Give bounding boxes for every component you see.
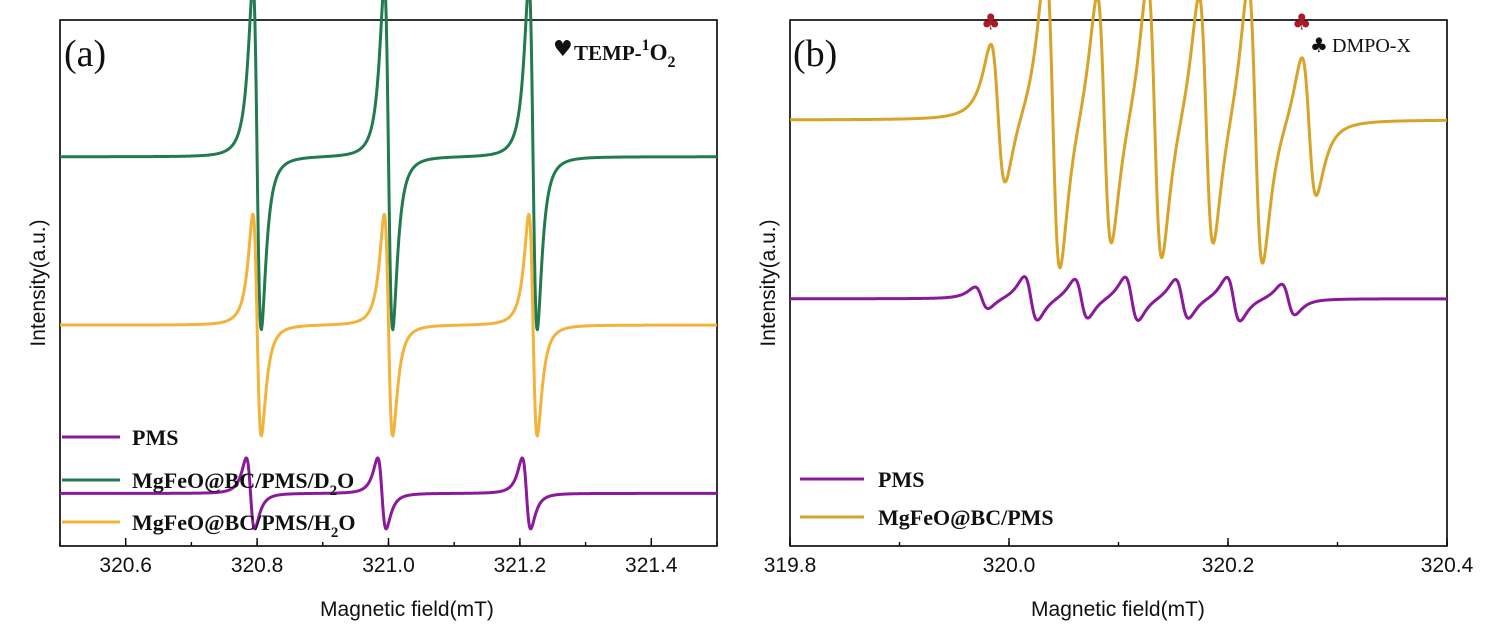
panel-b-curves [789, 0, 1448, 323]
panel-a-legend: PMS MgFeO@BC/PMS/D2O MgFeO@BC/PMS/H2O [62, 425, 356, 541]
series-line-1 [789, 0, 1448, 270]
panel-b-ylabel: Intensity(a.u.) [757, 219, 780, 346]
club-marker: ♣ [981, 10, 1001, 35]
club-icon: ♣ [1310, 33, 1328, 57]
xtick-label: 321.2 [494, 554, 547, 577]
xtick-label: 320.4 [1421, 554, 1474, 577]
panel-b-annotation: ♣ DMPO-X [1310, 33, 1411, 57]
series-line-0 [789, 275, 1448, 323]
panel-a-ylabel: Intensity(a.u.) [27, 219, 50, 346]
legend-label-mgfeo-bc-pms: MgFeO@BC/PMS [878, 505, 1054, 530]
panel-a-curves [59, 0, 718, 531]
series-line-1 [59, 0, 718, 332]
xtick-label: 320.8 [231, 554, 284, 577]
panel-a-annotation: ♥ TEMP-1O2 [553, 37, 676, 71]
panel-b-annotation-text: DMPO-X [1332, 35, 1411, 57]
panel-a-label: (a) [64, 33, 106, 75]
panel-b: (b) Magnetic field(mT) Intensity(a.u.) 3… [757, 0, 1474, 621]
panel-b-legend: PMS MgFeO@BC/PMS [800, 467, 1054, 530]
club-marker: ♣ [1292, 10, 1312, 35]
panel-b-xlabel: Magnetic field(mT) [1031, 598, 1205, 621]
legend-label-h2o: MgFeO@BC/PMS/H2O [132, 510, 356, 541]
xtick-label: 321.0 [362, 554, 415, 577]
panel-b-xticks: 319.8 320.0 320.2 320.4 [764, 538, 1474, 577]
panel-b-label: (b) [793, 33, 837, 75]
xtick-label: 320.2 [1202, 554, 1255, 577]
panel-a-annotation-text: TEMP-1O2 [574, 37, 676, 71]
legend-label-pms: PMS [878, 467, 924, 492]
series-line-0 [59, 456, 718, 531]
panel-b-peak-markers: ♣♣♣♣♣♣♣ [981, 10, 1312, 35]
panel-a-xticks: 320.6 320.8 321.0 321.2 321.4 [59, 538, 718, 577]
legend-label-pms: PMS [132, 425, 178, 450]
panel-a: (a) Magnetic field(mT) Intensity(a.u.) 3… [27, 0, 718, 621]
legend-label-d2o: MgFeO@BC/PMS/D2O [132, 468, 354, 499]
heart-icon: ♥ [553, 37, 573, 62]
series-line-2 [59, 212, 718, 438]
xtick-label: 319.8 [764, 554, 817, 577]
xtick-label: 320.6 [99, 554, 152, 577]
panel-a-xlabel: Magnetic field(mT) [320, 598, 494, 621]
xtick-label: 321.4 [625, 554, 678, 577]
xtick-label: 320.0 [983, 554, 1036, 577]
